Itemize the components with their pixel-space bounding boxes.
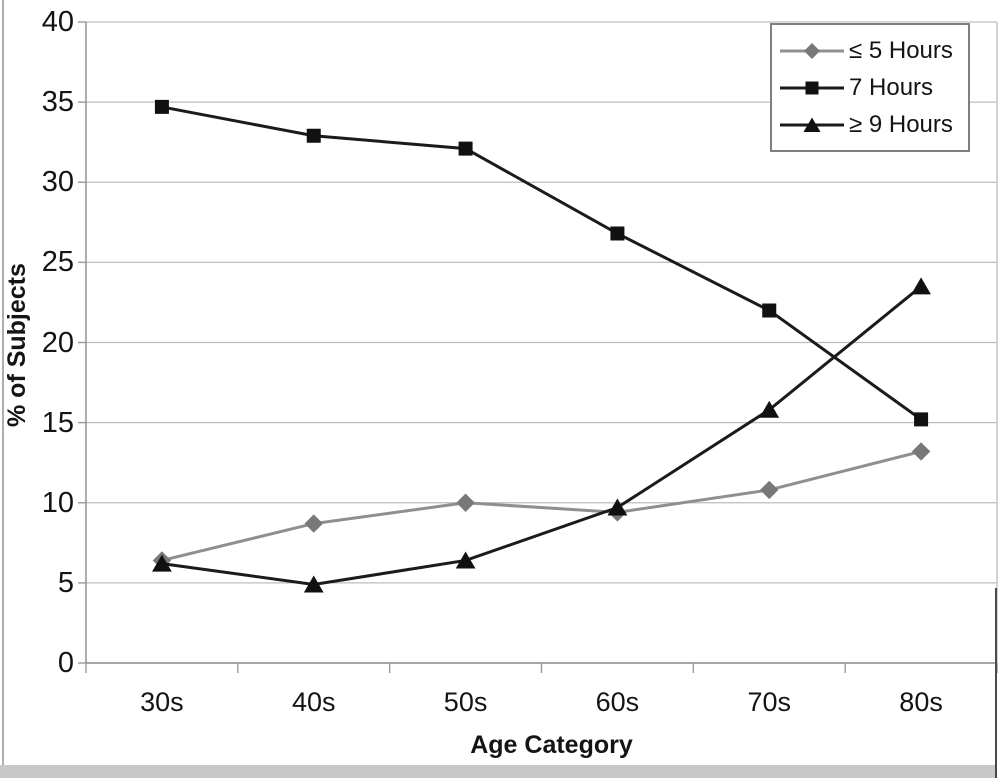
legend-entry-9-hours: ≥ 9 Hours bbox=[780, 111, 968, 139]
legend-entry-7-hours: 7 Hours bbox=[780, 74, 968, 102]
marker-square-7-hours-30s bbox=[154, 99, 169, 114]
x-tick-label-50s: 50s bbox=[443, 687, 488, 717]
x-tick-label-30s: 30s bbox=[140, 687, 184, 717]
x-tick-label-70s: 70s bbox=[747, 687, 792, 717]
marker-square-7-hours-60s bbox=[610, 226, 625, 241]
legend-label-9-hours: ≥ 9 Hours bbox=[849, 110, 953, 138]
y-tick-label-0: 0 bbox=[57, 647, 74, 679]
bottom-chrome-strip bbox=[0, 765, 995, 778]
marker-square-7-hours-70s bbox=[762, 303, 777, 318]
legend-diamond-icon bbox=[780, 42, 844, 59]
left-edge-line bbox=[2, 0, 4, 766]
series-line-5-hours bbox=[161, 450, 922, 562]
y-tick-label-10: 10 bbox=[41, 486, 74, 519]
marker-triangle-9-hours-30s bbox=[152, 554, 172, 572]
y-tick-label-20: 20 bbox=[41, 326, 74, 359]
marker-diamond-5-hours-50s bbox=[456, 493, 475, 512]
marker-triangle-9-hours-70s bbox=[759, 400, 780, 418]
x-tick-label-40s: 40s bbox=[291, 687, 336, 717]
marker-square-7-hours-50s bbox=[458, 141, 473, 156]
y-tick-label-30: 30 bbox=[41, 166, 74, 199]
y-axis-title: % of Subjects bbox=[3, 263, 31, 427]
marker-diamond-5-hours-80s bbox=[911, 442, 931, 461]
right-edge-line bbox=[995, 588, 997, 778]
legend-label-7-hours: 7 Hours bbox=[849, 73, 934, 101]
y-tick-label-35: 35 bbox=[41, 86, 74, 119]
legend-square-icon bbox=[780, 81, 844, 94]
x-tick-label-60s: 60s bbox=[595, 687, 640, 717]
x-tick-label-80s: 80s bbox=[899, 687, 943, 717]
marker-triangle-9-hours-50s bbox=[455, 551, 476, 569]
legend-entry-5-hours: ≤ 5 Hours bbox=[780, 37, 968, 65]
marker-diamond-5-hours-70s bbox=[760, 480, 779, 500]
marker-triangle-9-hours-40s bbox=[303, 575, 324, 593]
marker-square-7-hours-80s bbox=[914, 412, 929, 427]
y-tick-label-40: 40 bbox=[41, 6, 74, 38]
legend: ≤ 5 Hours 7 Hours ≥ 9 Hours bbox=[770, 23, 970, 152]
legend-triangle-icon bbox=[780, 117, 844, 132]
legend-label-5-hours: ≤ 5 Hours bbox=[849, 36, 953, 64]
y-tick-label-25: 25 bbox=[41, 246, 74, 279]
marker-diamond-5-hours-40s bbox=[304, 514, 323, 533]
series-line-9-hours bbox=[161, 285, 923, 586]
x-axis-title: Age Category bbox=[470, 731, 633, 759]
y-tick-label-5: 5 bbox=[57, 566, 74, 599]
marker-triangle-9-hours-80s bbox=[911, 277, 931, 295]
marker-triangle-9-hours-60s bbox=[607, 498, 628, 516]
series-line-7-hours bbox=[161, 105, 922, 421]
marker-square-7-hours-40s bbox=[306, 128, 321, 143]
y-tick-label-15: 15 bbox=[41, 406, 74, 439]
